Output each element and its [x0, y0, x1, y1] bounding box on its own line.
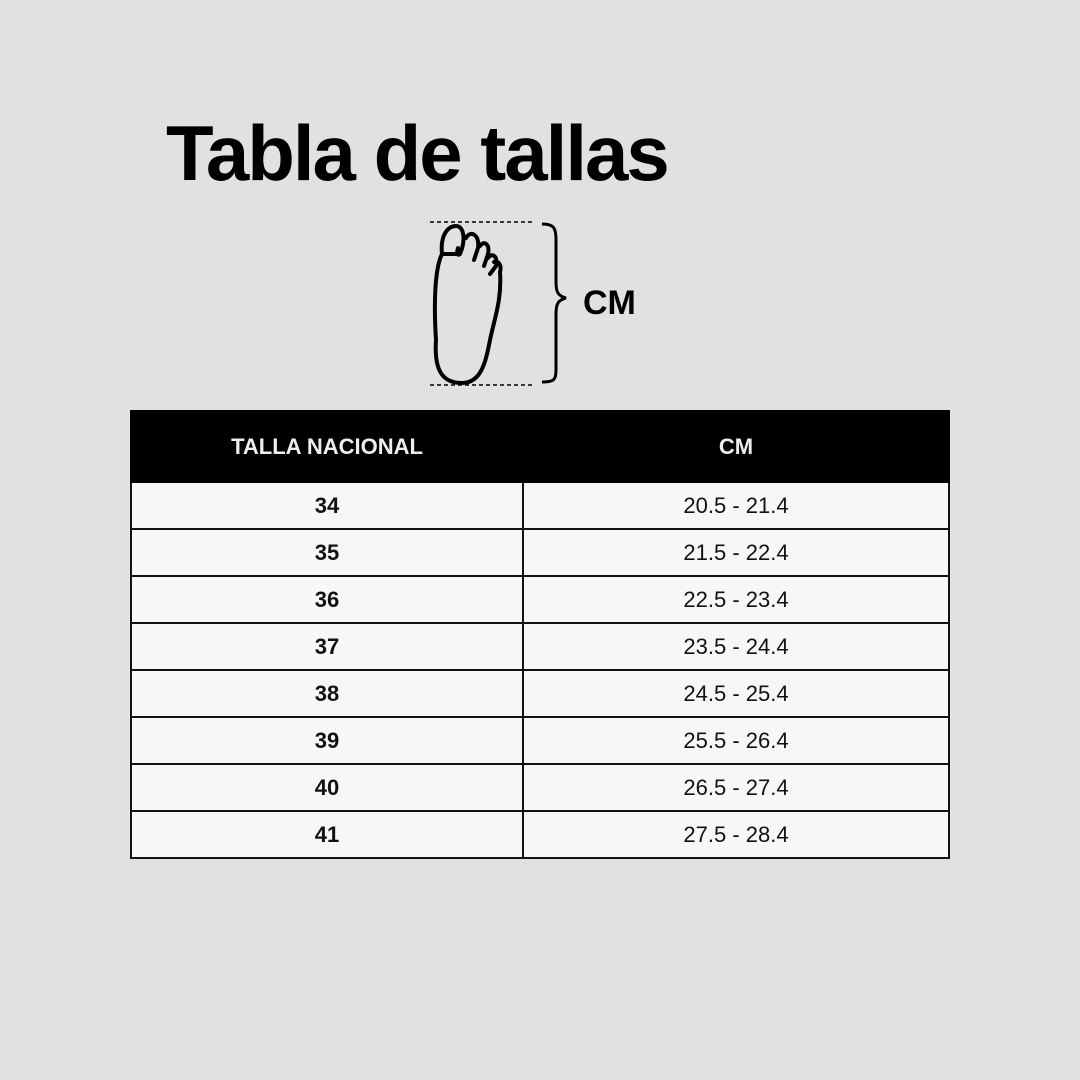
foot-outline-icon — [430, 221, 567, 386]
cm-cell: 21.5 - 22.4 — [522, 528, 950, 577]
cm-cell: 23.5 - 24.4 — [522, 622, 950, 671]
measure-label: CM — [583, 284, 636, 322]
cm-cell: 25.5 - 26.4 — [522, 716, 950, 765]
table-row: 41 27.5 - 28.4 — [130, 810, 950, 859]
cm-cell: 20.5 - 21.4 — [522, 481, 950, 530]
table-row: 39 25.5 - 26.4 — [130, 716, 950, 765]
size-cell: 39 — [130, 716, 524, 765]
table-header-row: TALLA NACIONAL CM — [130, 410, 950, 483]
size-cell: 34 — [130, 481, 524, 530]
cm-cell: 27.5 - 28.4 — [522, 810, 950, 859]
cm-cell: 26.5 - 27.4 — [522, 763, 950, 812]
header-cm: CM — [522, 410, 950, 483]
table-row: 35 21.5 - 22.4 — [130, 528, 950, 577]
page-title: Tabla de tallas — [166, 109, 670, 197]
cm-cell: 22.5 - 23.4 — [522, 575, 950, 624]
header-talla-nacional: TALLA NACIONAL — [130, 410, 524, 483]
size-table: TALLA NACIONAL CM 34 20.5 - 21.4 35 21.5 - … — [130, 410, 950, 859]
table-row: 40 26.5 - 27.4 — [130, 763, 950, 812]
table-row: 37 23.5 - 24.4 — [130, 622, 950, 671]
size-cell: 40 — [130, 763, 524, 812]
table-row: 38 24.5 - 25.4 — [130, 669, 950, 718]
size-cell: 37 — [130, 622, 524, 671]
size-cell: 38 — [130, 669, 524, 718]
size-cell: 41 — [130, 810, 524, 859]
size-cell: 36 — [130, 575, 524, 624]
table-row: 34 20.5 - 21.4 — [130, 481, 950, 530]
size-cell: 35 — [130, 528, 524, 577]
table-row: 36 22.5 - 23.4 — [130, 575, 950, 624]
cm-cell: 24.5 - 25.4 — [522, 669, 950, 718]
